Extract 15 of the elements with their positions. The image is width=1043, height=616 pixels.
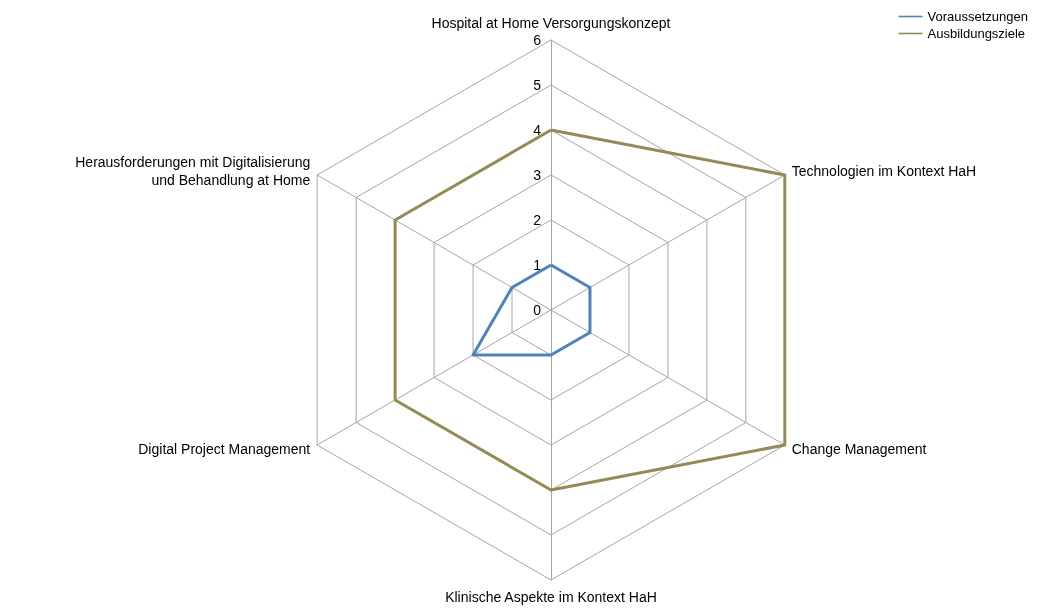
spoke-label: Hospital at Home Versorgungskonzept [431,15,671,31]
y-tick-label: 3 [533,167,542,183]
y-tick-label: 4 [533,122,542,138]
spoke-label: Klinische Aspekte im Kontext HaH [445,589,657,605]
y-tick-label: 0 [533,302,542,318]
y-tick-label: 5 [533,77,542,93]
y-tick-label: 6 [533,32,542,48]
y-tick-label: 1 [533,257,542,273]
spoke-label: Digital Project Management [138,441,311,457]
spoke-label: Technologien im Kontext HaH [791,163,977,179]
legend-label: Voraussetzungen [927,9,1028,24]
spoke-label: Change Management [791,441,927,457]
y-tick-label: 2 [533,212,542,228]
spoke-label: Herausforderungen mit Digitalisierung und Behandlung at Home [75,154,311,188]
legend-label: Ausbildungsziele [927,26,1026,41]
